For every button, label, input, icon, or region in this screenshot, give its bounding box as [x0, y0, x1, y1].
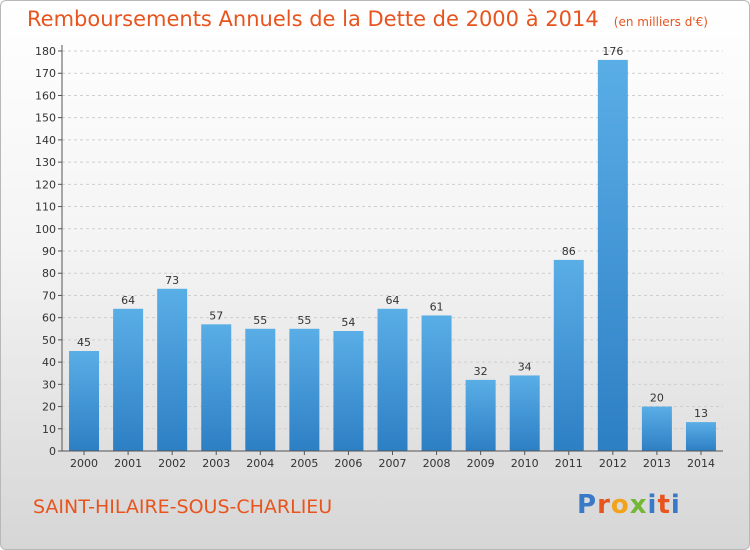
y-tick-label: 50	[42, 334, 56, 347]
x-tick-label: 2006	[334, 457, 362, 470]
y-tick-label: 120	[35, 178, 56, 191]
data-label: 34	[518, 360, 532, 373]
data-label: 54	[341, 316, 355, 329]
y-tick-label: 100	[35, 223, 56, 236]
y-tick-label: 140	[35, 134, 56, 147]
data-label: 176	[602, 45, 623, 58]
data-label: 45	[77, 336, 91, 349]
y-tick-label: 70	[42, 289, 56, 302]
commune-name: SAINT-HILAIRE-SOUS-CHARLIEU	[33, 496, 333, 518]
bar-2002	[157, 288, 188, 451]
logo-letter: x	[629, 490, 648, 520]
data-label: 20	[650, 392, 664, 405]
data-label: 64	[386, 294, 400, 307]
y-tick-label: 150	[35, 112, 56, 125]
bar-2014	[685, 422, 716, 451]
axes	[61, 45, 723, 452]
data-label: 55	[297, 314, 311, 327]
logo-letter: r	[597, 490, 611, 520]
y-tick-label: 20	[42, 401, 56, 414]
x-tick-label: 2014	[687, 457, 715, 470]
data-label: 73	[165, 274, 179, 287]
logo-letter: i	[670, 490, 681, 520]
data-label: 86	[562, 245, 576, 258]
bar-2001	[113, 308, 144, 451]
x-tick-label: 2013	[643, 457, 671, 470]
bar-2003	[201, 324, 232, 451]
y-tick-label: 160	[35, 89, 56, 102]
x-tick-label: 2000	[70, 457, 98, 470]
x-tick-label: 2003	[202, 457, 230, 470]
data-label: 32	[474, 365, 488, 378]
y-tick-label: 30	[42, 378, 56, 391]
x-tick-label: 2009	[467, 457, 495, 470]
y-tick-label: 90	[42, 245, 56, 258]
data-label: 61	[430, 300, 444, 313]
data-label: 13	[694, 407, 708, 420]
bar-2009	[465, 379, 496, 451]
y-tick-label: 60	[42, 312, 56, 325]
bar-2008	[421, 315, 452, 451]
x-tick-label: 2008	[423, 457, 451, 470]
data-labels: 45 64 73 57 55 55 54 64 61 32 34 86 176 20 13	[77, 45, 708, 420]
logo-letter: t	[657, 490, 671, 520]
logo-letter: P	[577, 490, 598, 520]
x-tick-label: 2004	[246, 457, 274, 470]
logo-letter: o	[610, 490, 630, 520]
y-tick-label: 110	[35, 201, 56, 214]
x-tick-label: 2001	[114, 457, 142, 470]
y-tick-label: 40	[42, 356, 56, 369]
chart-unit: (en milliers d'€)	[613, 15, 708, 29]
bar-2000	[69, 351, 100, 451]
bar-2004	[245, 328, 276, 451]
y-tick-label: 10	[42, 423, 56, 436]
bar-2005	[289, 328, 320, 451]
data-label: 64	[121, 294, 135, 307]
y-tick-label: 130	[35, 156, 56, 169]
bar-2007	[377, 308, 408, 451]
data-label: 57	[209, 309, 223, 322]
bar-2010	[509, 375, 540, 451]
x-tick-label: 2011	[555, 457, 583, 470]
x-tick-label: 2007	[379, 457, 407, 470]
bar-2006	[333, 331, 364, 451]
data-label: 55	[253, 314, 267, 327]
y-tick-label: 180	[35, 45, 56, 58]
chart-title-block: Remboursements Annuels de la Dette de 20…	[27, 7, 708, 31]
bar-2013	[641, 406, 672, 451]
y-tick-label: 80	[42, 267, 56, 280]
x-tick-label: 2002	[158, 457, 186, 470]
y-tick-label: 0	[49, 445, 56, 458]
x-tick-label: 2005	[290, 457, 318, 470]
x-axis-tick-labels: 2000 2001 2002 2003 2004 2005 2006 2007 2008 2009…	[70, 451, 715, 470]
y-axis-tick-labels: 0 10 20 30 40 50 60 70 80 90 100 110 120 130 140 150 160…	[35, 45, 62, 458]
bar-2011	[553, 259, 584, 451]
x-tick-label: 2010	[511, 457, 539, 470]
logo-letter: i	[647, 490, 658, 520]
chart-title: Remboursements Annuels de la Dette de 20…	[27, 7, 599, 31]
x-tick-label: 2012	[599, 457, 627, 470]
proxiti-logo: Proxiti	[577, 490, 681, 520]
bar-2012	[597, 59, 628, 452]
y-tick-label: 170	[35, 67, 56, 80]
bars	[69, 59, 716, 452]
